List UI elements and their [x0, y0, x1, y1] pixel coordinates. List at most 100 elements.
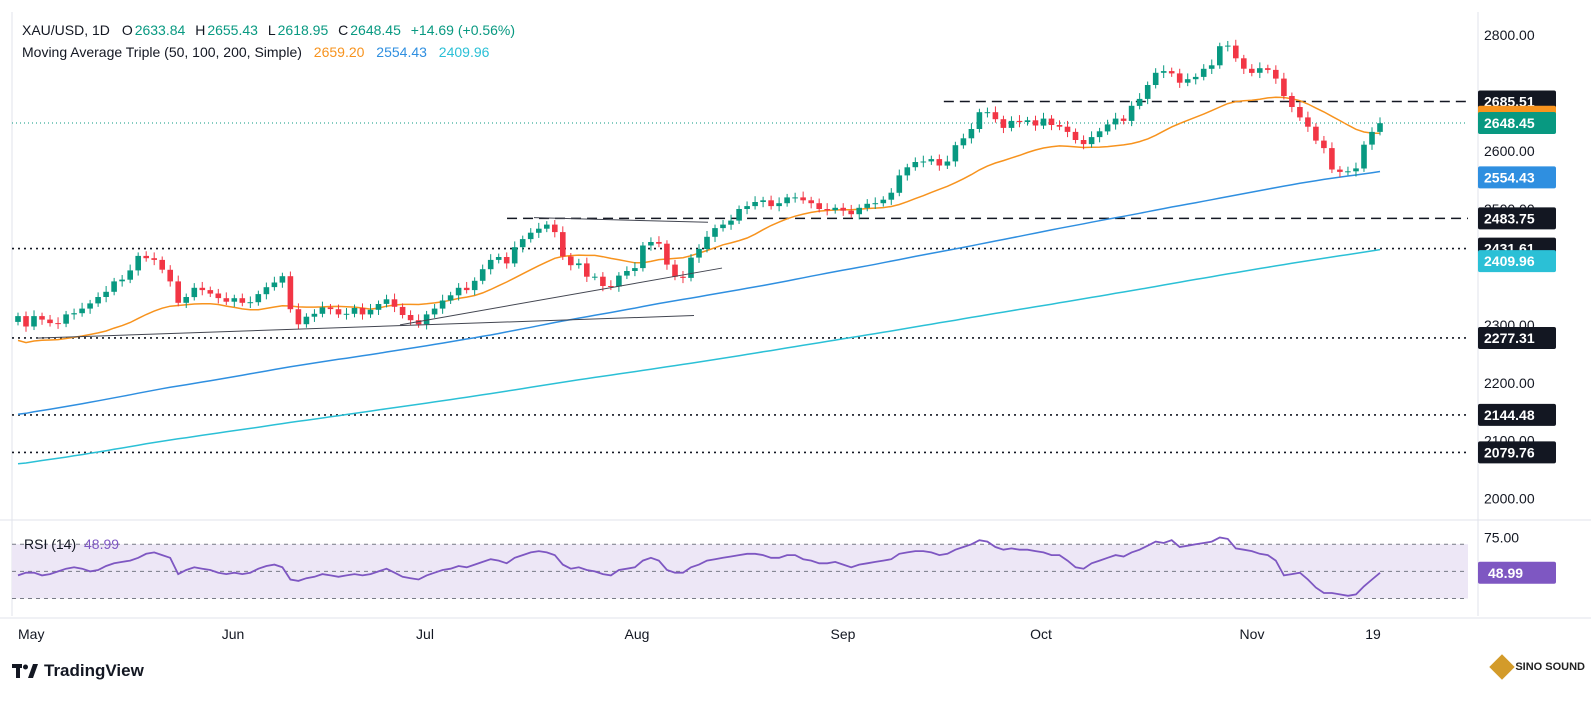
- price-label-bg: [1478, 111, 1556, 134]
- x-tick-label: Nov: [1240, 626, 1265, 642]
- legend-ma: Moving Average Triple (50, 100, 200, Sim…: [22, 44, 491, 60]
- y-tick-label: 2800.00: [1484, 27, 1535, 43]
- candle-body: [431, 308, 438, 315]
- candle-body: [407, 315, 414, 321]
- change-value: +14.69 (+0.56%): [410, 22, 516, 38]
- candle-body: [1184, 79, 1191, 83]
- candle-body: [359, 308, 366, 315]
- candle-body: [415, 320, 422, 325]
- candle-body: [552, 224, 558, 233]
- candle-body: [952, 145, 959, 162]
- open-value: 2633.84: [134, 22, 186, 38]
- candle-body: [1112, 118, 1119, 125]
- candle-body: [319, 307, 326, 314]
- candle-body: [255, 294, 262, 303]
- candle-body: [1128, 105, 1135, 121]
- candle-body: [191, 287, 198, 298]
- candle-body: [87, 303, 93, 309]
- x-tick-label: Oct: [1030, 626, 1052, 642]
- candle-body: [279, 276, 286, 283]
- candle-body: [503, 257, 510, 264]
- x-tick-label: Aug: [625, 626, 650, 642]
- trendline: [399, 267, 723, 326]
- rsi-value-label-text: 48.99: [1488, 565, 1523, 581]
- candle-body: [1080, 140, 1087, 145]
- candle-body: [608, 286, 614, 287]
- y-tick-label: 2000.00: [1484, 491, 1535, 507]
- candle-body: [1160, 71, 1167, 73]
- candle-body: [792, 197, 798, 199]
- open-label: O: [121, 22, 133, 38]
- candle-body: [768, 200, 774, 207]
- candle-body: [391, 299, 398, 307]
- price-label-bg: [1478, 166, 1556, 189]
- low-value: 2618.95: [277, 22, 329, 38]
- candle-body: [271, 282, 278, 288]
- price-label-bg: [1478, 326, 1556, 349]
- rsi-label[interactable]: RSI (14): [24, 536, 77, 552]
- rsi-legend: RSI (14) 48.99: [24, 536, 119, 552]
- close-value: 2648.45: [350, 22, 401, 38]
- trendline: [35, 315, 695, 339]
- candle-body: [471, 280, 478, 291]
- candle-body: [111, 281, 117, 292]
- rsi-value-label-bg: [1478, 561, 1556, 584]
- candle-body: [23, 316, 29, 327]
- candle-body: [311, 313, 318, 317]
- trendline: [533, 217, 709, 223]
- candle-body: [624, 271, 630, 276]
- candle-body: [784, 197, 790, 204]
- candle-body: [544, 224, 550, 229]
- candle-body: [1008, 120, 1015, 128]
- candle-body: [592, 276, 598, 278]
- candle-body: [103, 291, 109, 297]
- candle-body: [1024, 120, 1031, 122]
- candle-body: [447, 295, 454, 301]
- candle-body: [1056, 125, 1063, 127]
- candle-body: [864, 203, 870, 208]
- candle-body: [944, 161, 951, 166]
- ma-label[interactable]: Moving Average Triple (50, 100, 200, Sim…: [22, 44, 302, 60]
- candle-body: [872, 203, 879, 205]
- candle-body: [1313, 126, 1319, 141]
- candle-body: [968, 129, 975, 139]
- legend-ohlc: XAU/USD, 1D O 2633.84 H 2655.43 L 2618.95 C…: [22, 22, 517, 38]
- candle-body: [984, 112, 991, 114]
- price-label-bg: [1478, 403, 1556, 426]
- candle-body: [511, 247, 518, 264]
- candle-body: [263, 287, 270, 295]
- tradingview-brand[interactable]: TradingView: [12, 661, 144, 681]
- candle-body: [303, 316, 310, 325]
- candle-body: [976, 112, 983, 129]
- candle-body: [1072, 131, 1079, 140]
- candle-body: [215, 293, 222, 299]
- candle-body: [207, 290, 214, 294]
- candle-body: [1273, 69, 1279, 79]
- candle-body: [1040, 118, 1047, 126]
- candle-body: [1289, 96, 1295, 107]
- candle-body: [519, 239, 526, 248]
- candle-body: [960, 138, 967, 146]
- candle-body: [1281, 78, 1287, 96]
- candle-body: [928, 159, 935, 162]
- candle-body: [175, 281, 181, 303]
- candle-body: [399, 306, 406, 315]
- candle-body: [39, 316, 45, 320]
- candle-body: [1265, 68, 1271, 70]
- candle-body: [127, 270, 133, 280]
- candle-body: [696, 248, 702, 258]
- candle-body: [1321, 140, 1327, 149]
- candle-body: [800, 197, 806, 201]
- symbol-label[interactable]: XAU/USD, 1D: [22, 22, 110, 38]
- candle-body: [912, 162, 919, 168]
- candle-body: [1337, 169, 1343, 172]
- candle-body: [95, 297, 101, 304]
- candle-body: [343, 313, 350, 315]
- x-tick-label: May: [18, 626, 44, 642]
- price-label-text: 2144.48: [1484, 407, 1535, 423]
- candle-body: [576, 263, 582, 266]
- price-label-text: 2409.96: [1484, 253, 1535, 269]
- candle-body: [15, 316, 21, 322]
- candle-body: [151, 258, 157, 260]
- candle-body: [776, 203, 782, 207]
